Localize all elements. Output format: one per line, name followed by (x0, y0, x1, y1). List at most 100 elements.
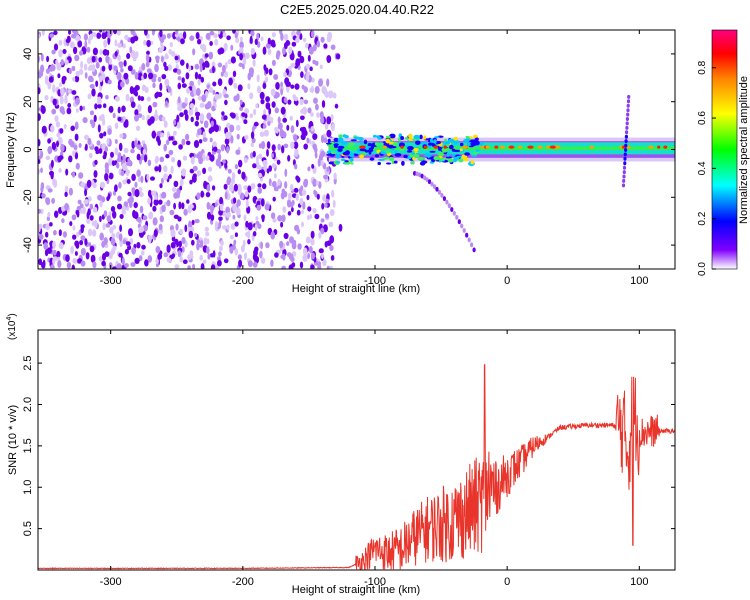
spur-blob (465, 232, 469, 238)
noise-blob (303, 99, 309, 105)
noise-blob (56, 132, 61, 138)
noise-blob (195, 31, 200, 40)
spur-blob (455, 215, 459, 220)
signal-hotspot (485, 145, 490, 149)
noise-blob (85, 252, 90, 260)
noise-blob (201, 62, 206, 71)
signal-blob (349, 153, 355, 158)
noise-blob (89, 215, 94, 221)
noise-blob (195, 87, 201, 97)
noise-blob (212, 81, 217, 87)
noise-blob (127, 65, 133, 72)
noise-blob (272, 218, 277, 223)
noise-blob (114, 96, 120, 102)
x-tick-label: -300 (100, 275, 122, 287)
noise-blob (233, 82, 238, 89)
signal-blob (400, 136, 404, 140)
noise-blob (88, 242, 92, 247)
noise-blob (87, 93, 92, 100)
noise-blob (78, 68, 84, 75)
noise-blob (160, 38, 165, 43)
noise-blob (119, 214, 124, 219)
noise-blob (119, 133, 124, 139)
noise-blob (213, 146, 218, 152)
signal-blob (448, 144, 454, 150)
noise-blob (148, 72, 154, 80)
noise-blob (107, 36, 111, 46)
noise-blob (273, 74, 279, 80)
noise-blob (300, 108, 305, 114)
noise-blob (171, 156, 176, 163)
noise-blob (233, 95, 239, 102)
noise-blob (117, 152, 122, 160)
noise-blob (69, 221, 73, 227)
noise-blob (49, 33, 55, 38)
noise-blob (153, 198, 159, 206)
noise-blob (316, 40, 321, 48)
noise-blob (185, 140, 191, 146)
noise-blob (312, 207, 317, 214)
noise-blob (290, 141, 295, 149)
noise-blob (124, 263, 129, 268)
colorbar-tick-label: 0.8 (697, 60, 708, 74)
noise-blob (140, 250, 145, 256)
noise-blob (187, 265, 191, 269)
noise-blob (179, 256, 184, 263)
spur-blob (624, 143, 628, 148)
signal-blob (463, 139, 470, 142)
noise-blob (95, 62, 100, 69)
spur-blob (427, 179, 432, 185)
signal-blob (447, 158, 454, 163)
noise-blob (200, 190, 204, 198)
noise-blob (52, 257, 56, 265)
figure-title: C2E5.2025.020.04.40.R22 (280, 2, 434, 17)
noise-blob (205, 231, 210, 237)
noise-blob (118, 181, 122, 189)
noise-blob (118, 252, 123, 258)
noise-blob (93, 219, 98, 229)
signal-blob (385, 162, 392, 165)
noise-blob (141, 84, 147, 92)
noise-blob (255, 216, 259, 221)
noise-blob (163, 252, 169, 258)
noise-blob (65, 168, 69, 176)
noise-blob (230, 44, 234, 51)
noise-blob (198, 139, 203, 144)
noise-blob (188, 107, 194, 116)
noise-blob (172, 140, 178, 146)
noise-blob (300, 71, 304, 78)
noise-blob (206, 201, 210, 210)
spectrogram-x-label: Height of straight line (km) (292, 283, 420, 295)
spur-blob (442, 196, 446, 202)
noise-blob (320, 116, 325, 125)
signal-hotspot (626, 145, 631, 149)
signal-blob (350, 139, 357, 142)
noise-blob (86, 217, 91, 225)
noise-blob (260, 257, 266, 264)
spectrogram-y-ticks: -40 -20 0 20 40 (22, 48, 675, 253)
noise-blob (166, 33, 171, 39)
spur-blob (625, 121, 629, 126)
noise-blob (180, 38, 185, 45)
noise-blob (118, 61, 124, 67)
noise-blob (299, 197, 304, 206)
noise-blob (277, 122, 283, 130)
spur-blob (626, 108, 630, 113)
noise-blob (236, 133, 240, 140)
noise-blob (305, 63, 311, 69)
noise-blob (146, 68, 152, 74)
signal-hotspot (648, 145, 654, 149)
noise-blob (82, 105, 86, 111)
noise-blob (41, 30, 45, 36)
signal-blob (344, 135, 349, 139)
colorbar-tick-label: 0.6 (697, 111, 708, 125)
signal-hotspot (518, 145, 522, 149)
noise-blob (106, 215, 112, 223)
noise-blob (38, 139, 41, 147)
noise-blob (95, 80, 99, 87)
noise-blob (102, 222, 106, 231)
noise-blob (197, 38, 202, 45)
noise-blob (163, 173, 169, 181)
noise-blob (53, 179, 58, 188)
noise-blob (229, 234, 234, 240)
